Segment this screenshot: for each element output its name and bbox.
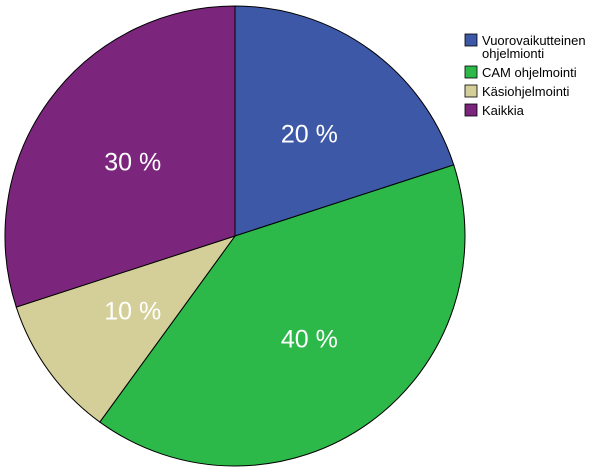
legend-swatch: [464, 84, 478, 98]
legend-item: Kaikkia: [464, 103, 525, 118]
legend-label: Kaikkia: [482, 103, 525, 118]
pie-value-labels: 20 % 40 % 10 % 30 %: [104, 121, 338, 354]
legend-label: ohjelmionti: [482, 46, 544, 61]
legend-swatch: [464, 33, 478, 47]
slice-value-label: 10 %: [104, 297, 161, 325]
pie-slice: [4, 5, 236, 308]
legend-item: Käsiohjelmointi: [464, 84, 570, 99]
slice-value-label: 20 %: [281, 121, 338, 149]
pie-slice: [99, 164, 466, 467]
legend-swatch: [464, 65, 478, 79]
legend-label: CAM ohjelmointi: [482, 65, 577, 80]
legend-label: Vuorovaikutteinen: [482, 33, 586, 48]
legend-label: Käsiohjelmointi: [482, 84, 570, 99]
slice-value-label: 30 %: [104, 149, 161, 177]
pie-slices: [4, 5, 466, 467]
legend-item: CAM ohjelmointi: [464, 65, 577, 80]
slice-value-label: 40 %: [281, 325, 338, 353]
pie-slice: [15, 235, 237, 423]
pie-slice: [234, 5, 455, 237]
legend-swatch: [464, 103, 478, 117]
